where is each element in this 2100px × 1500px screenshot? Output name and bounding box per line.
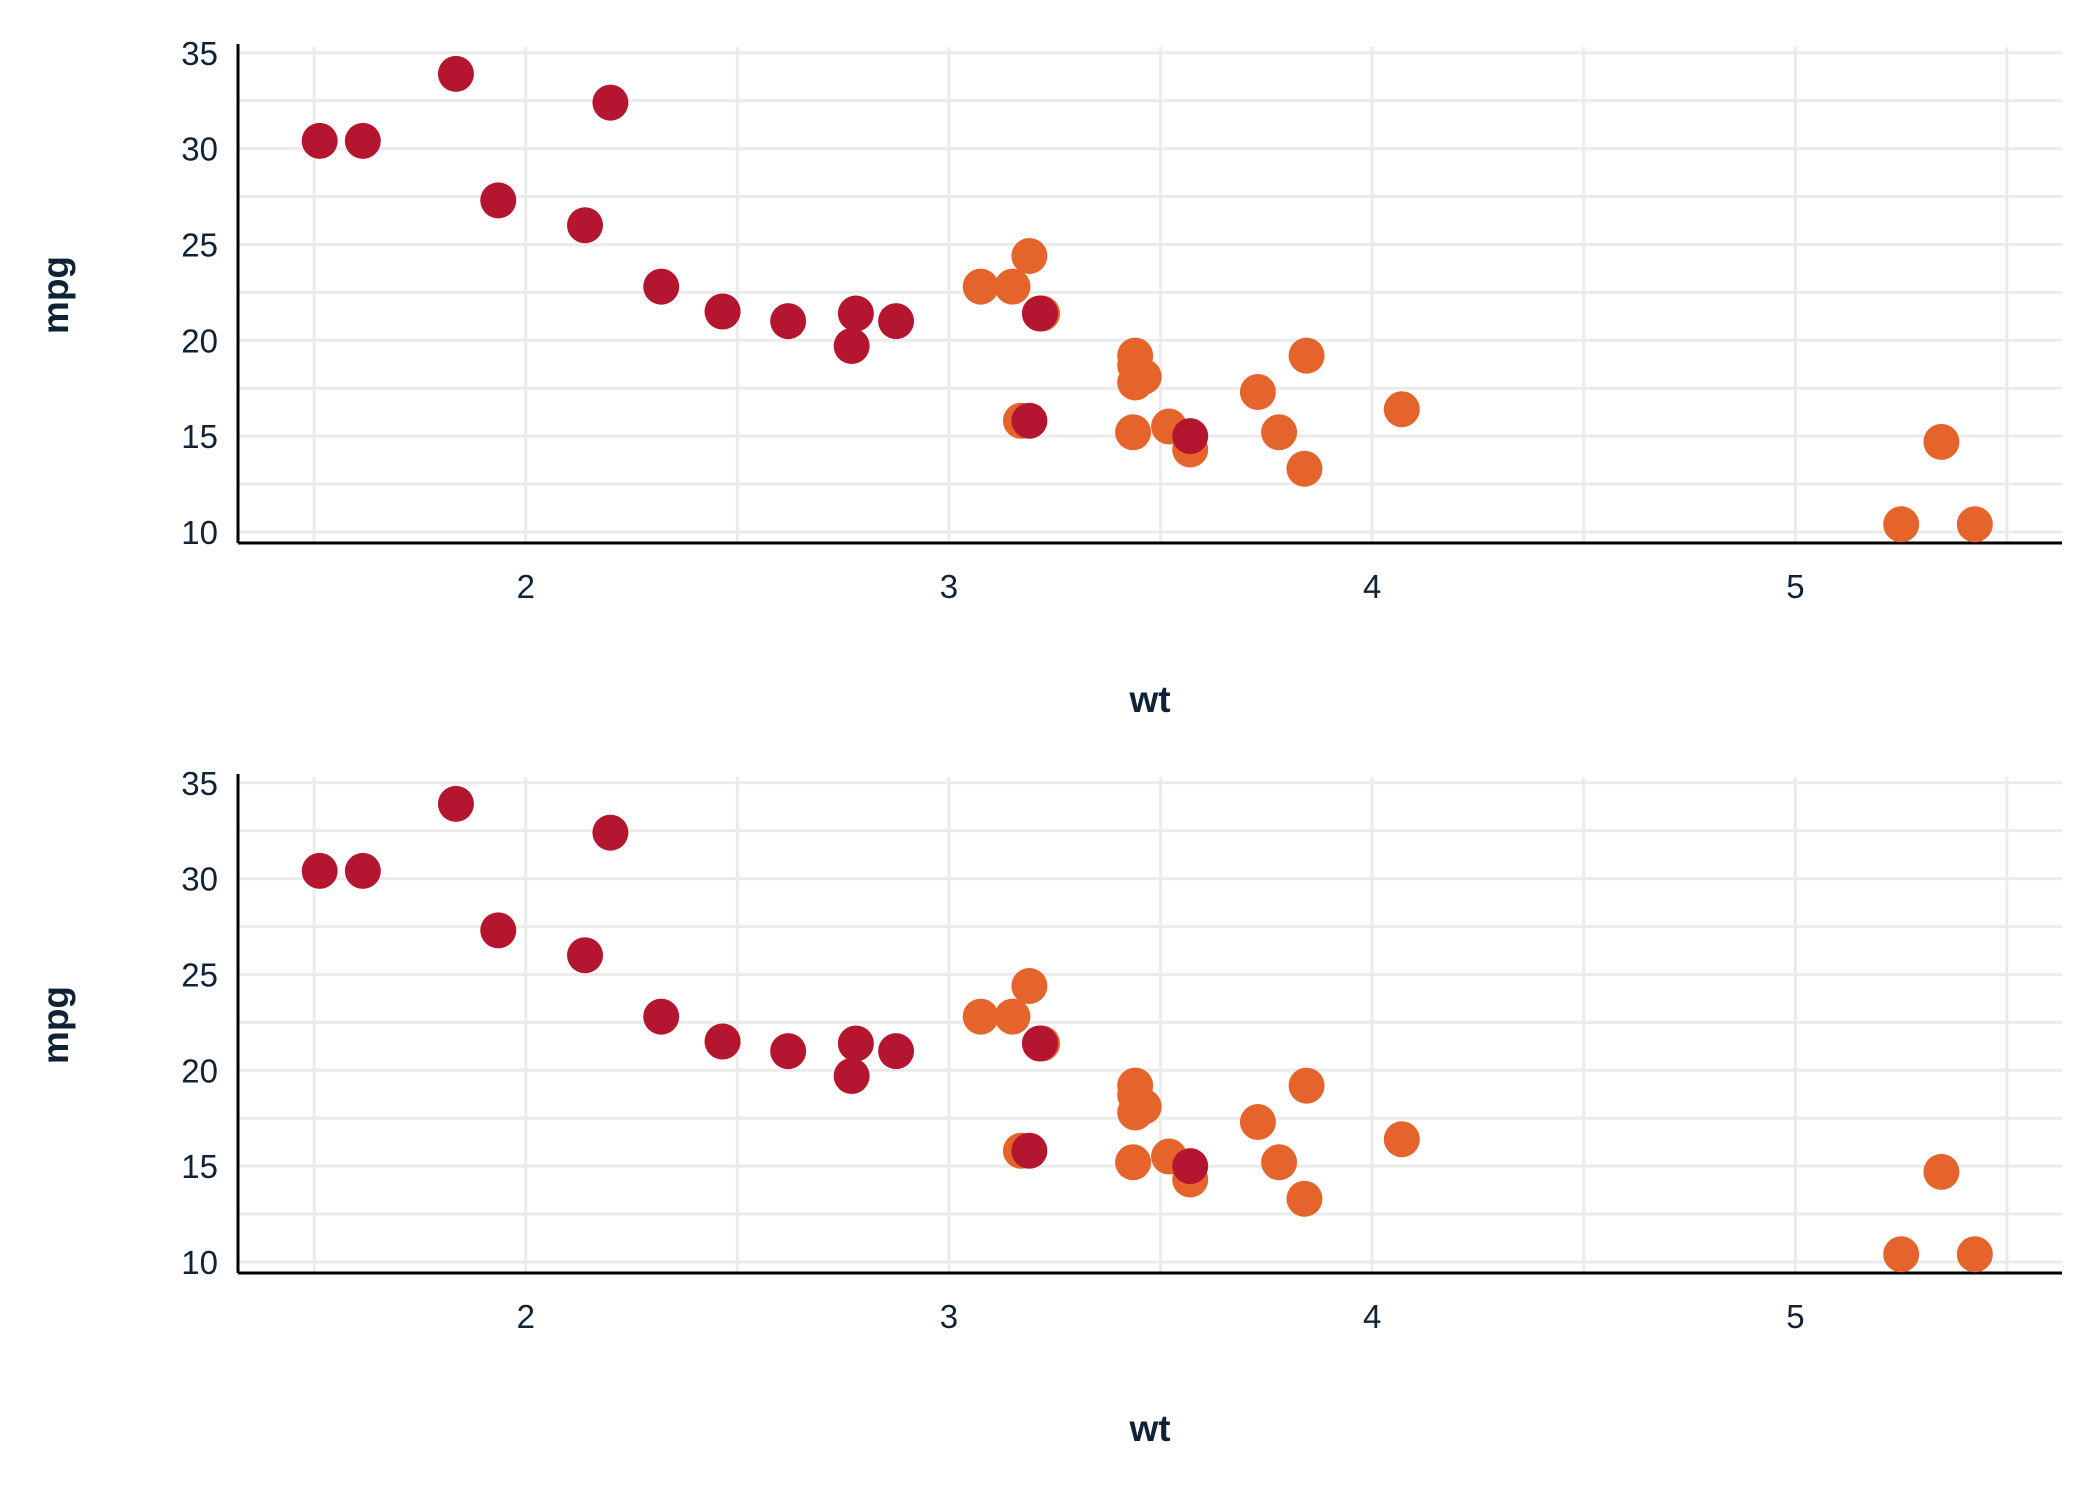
y-axis-title: mpg bbox=[35, 986, 76, 1064]
scatter-panel-2: 2 3 4 5 10 15 20 25 30 35 wt mpg bbox=[35, 765, 2062, 1449]
data-point bbox=[437, 55, 474, 92]
data-point bbox=[1288, 1067, 1325, 1104]
x-axis-title: wt bbox=[1128, 679, 1170, 720]
x-tick-label: 4 bbox=[1363, 568, 1381, 605]
data-point bbox=[567, 937, 604, 974]
data-point bbox=[1011, 1132, 1048, 1169]
data-point bbox=[770, 303, 807, 340]
y-tick-label: 20 bbox=[181, 322, 218, 359]
data-point bbox=[1956, 1236, 1993, 1273]
y-tick-label: 10 bbox=[181, 1244, 218, 1281]
data-point bbox=[1115, 1144, 1152, 1181]
data-point bbox=[1011, 967, 1048, 1004]
x-tick-label: 2 bbox=[517, 1298, 535, 1335]
data-point bbox=[1923, 423, 1960, 460]
data-point bbox=[344, 122, 381, 159]
data-point bbox=[1011, 402, 1048, 439]
data-point bbox=[437, 785, 474, 822]
y-tick-label: 20 bbox=[181, 1052, 218, 1089]
data-point bbox=[480, 912, 517, 949]
data-point bbox=[480, 182, 517, 219]
data-point bbox=[704, 293, 741, 330]
data-point bbox=[344, 852, 381, 889]
x-tick-label: 2 bbox=[517, 568, 535, 605]
data-point bbox=[1172, 418, 1209, 455]
data-point bbox=[833, 1058, 870, 1095]
data-point bbox=[1883, 1236, 1920, 1273]
scatter-panel-1: 2 3 4 5 10 15 20 25 30 35 wt mpg bbox=[35, 35, 2062, 720]
data-point bbox=[704, 1023, 741, 1060]
data-point bbox=[1261, 1144, 1298, 1181]
data-point bbox=[1956, 506, 1993, 543]
data-point bbox=[1011, 237, 1048, 274]
data-point bbox=[878, 303, 915, 340]
data-point bbox=[643, 998, 680, 1035]
data-point bbox=[878, 1033, 915, 1070]
y-tick-label: 35 bbox=[181, 35, 218, 72]
data-point bbox=[1239, 1104, 1276, 1141]
y-tick-label: 35 bbox=[181, 765, 218, 802]
data-point bbox=[1286, 1180, 1323, 1217]
data-point bbox=[837, 1025, 874, 1062]
data-point bbox=[1286, 450, 1323, 487]
data-point bbox=[1117, 337, 1154, 374]
data-point bbox=[770, 1033, 807, 1070]
data-point bbox=[1383, 391, 1420, 428]
data-point bbox=[301, 122, 338, 159]
data-point bbox=[1288, 337, 1325, 374]
y-tick-label: 30 bbox=[181, 861, 218, 898]
data-point bbox=[592, 814, 629, 851]
y-tick-label: 25 bbox=[181, 956, 218, 993]
data-point bbox=[1021, 295, 1058, 332]
data-point bbox=[592, 84, 629, 121]
x-tick-label: 5 bbox=[1786, 1298, 1804, 1335]
data-point bbox=[1923, 1153, 1960, 1190]
data-point bbox=[643, 268, 680, 305]
data-point bbox=[1239, 374, 1276, 411]
x-axis-title: wt bbox=[1128, 1408, 1170, 1449]
x-tick-label: 3 bbox=[940, 1298, 958, 1335]
data-point bbox=[833, 328, 870, 365]
y-tick-label: 15 bbox=[181, 1148, 218, 1185]
data-point bbox=[994, 998, 1031, 1035]
data-point bbox=[1117, 1094, 1154, 1131]
y-axis-title: mpg bbox=[35, 256, 76, 334]
data-point bbox=[567, 207, 604, 244]
y-tick-label: 15 bbox=[181, 418, 218, 455]
data-point bbox=[837, 295, 874, 332]
data-point bbox=[1261, 414, 1298, 451]
x-tick-label: 4 bbox=[1363, 1298, 1381, 1335]
data-point bbox=[1383, 1121, 1420, 1158]
data-point bbox=[1117, 364, 1154, 401]
data-point bbox=[1117, 1067, 1154, 1104]
data-point bbox=[301, 852, 338, 889]
data-point bbox=[994, 268, 1031, 305]
data-point bbox=[962, 998, 999, 1035]
data-point bbox=[1172, 1148, 1209, 1185]
y-tick-label: 10 bbox=[181, 514, 218, 551]
x-tick-label: 3 bbox=[940, 568, 958, 605]
y-tick-label: 30 bbox=[181, 131, 218, 168]
data-point bbox=[1115, 414, 1152, 451]
y-tick-label: 25 bbox=[181, 226, 218, 263]
data-point bbox=[1021, 1025, 1058, 1062]
data-point bbox=[1883, 506, 1920, 543]
x-tick-label: 5 bbox=[1786, 568, 1804, 605]
data-point bbox=[962, 268, 999, 305]
